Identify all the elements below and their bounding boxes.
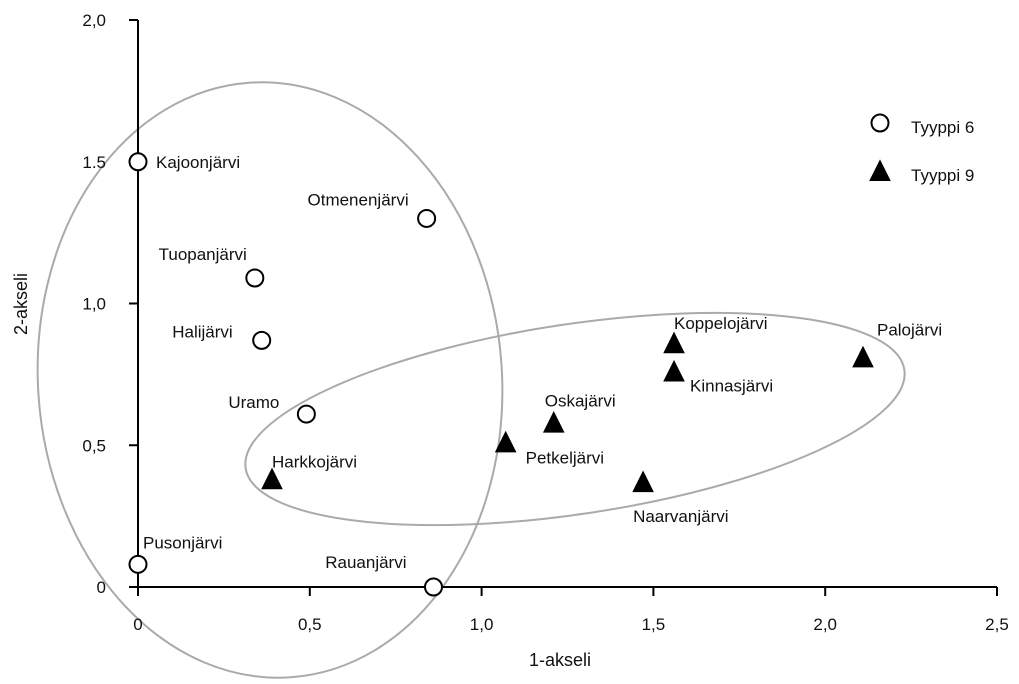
- point-marker: [252, 330, 272, 350]
- group-ellipses: [36, 81, 906, 679]
- point-marker: [245, 268, 265, 288]
- point-marker: [632, 470, 654, 493]
- y-tick-label: 1.5: [82, 153, 106, 172]
- point-label: Otmenenjärvi: [308, 190, 409, 209]
- point-marker: [296, 404, 316, 424]
- y-tick-label: 1,0: [82, 295, 106, 314]
- point-marker: [542, 410, 565, 433]
- point-marker: [423, 577, 443, 597]
- point-marker: [261, 467, 283, 490]
- x-axis-label: 1-akseli: [529, 650, 591, 670]
- axes: 0 0,5 1,0 1,5 2,0 2,5 0 0,5 1,0 1.5 2,0: [82, 11, 1008, 634]
- point-label: Oskajärvi: [545, 392, 616, 411]
- point-label: Harkkojärvi: [272, 452, 357, 471]
- x-tick-label: 1,0: [470, 615, 494, 634]
- legend-label: Tyyppi 9: [911, 166, 974, 185]
- point-marker: [494, 430, 517, 453]
- point-label: Kinnasjärvi: [690, 377, 773, 396]
- point-marker: [852, 345, 874, 368]
- legend-label: Tyyppi 6: [911, 118, 974, 137]
- point-label: Tuopanjärvi: [159, 245, 247, 264]
- point-label: Pusonjärvi: [143, 533, 222, 552]
- data-points: Kajoonjärvi Otmenenjärvi Tuopanjärvi Halijä…: [128, 152, 942, 597]
- point-marker: [417, 208, 437, 228]
- point-marker: [128, 554, 148, 574]
- x-tick-label: 2,0: [813, 615, 837, 634]
- legend-marker: [869, 159, 891, 181]
- point-marker: [128, 152, 148, 172]
- x-tick-label: 0: [133, 615, 142, 634]
- point-label: Koppelojärvi: [674, 314, 768, 333]
- x-tick-label: 2,5: [985, 615, 1009, 634]
- point-label: Naarvanjärvi: [633, 507, 728, 526]
- point-label: Palojärvi: [877, 320, 942, 339]
- y-tick-label: 0: [97, 578, 106, 597]
- legend-marker: [870, 113, 890, 133]
- ellipse-tyyppi-9: [244, 311, 906, 527]
- y-tick-label: 2,0: [82, 11, 106, 30]
- y-axis-label: 2-akseli: [11, 273, 31, 335]
- legend: Tyyppi 6 Tyyppi 9: [869, 113, 974, 185]
- x-tick-label: 0,5: [298, 615, 322, 634]
- y-tick-label: 0,5: [82, 436, 106, 455]
- point-label: Petkeljärvi: [526, 448, 604, 467]
- point-label: Kajoonjärvi: [156, 153, 240, 172]
- point-marker: [663, 331, 685, 354]
- x-tick-label: 1,5: [642, 615, 666, 634]
- point-label: Rauanjärvi: [325, 553, 406, 572]
- ellipse-tyyppi-6: [36, 81, 504, 679]
- point-label: Uramo: [228, 393, 279, 412]
- point-label: Halijärvi: [172, 322, 232, 341]
- point-marker: [663, 359, 685, 382]
